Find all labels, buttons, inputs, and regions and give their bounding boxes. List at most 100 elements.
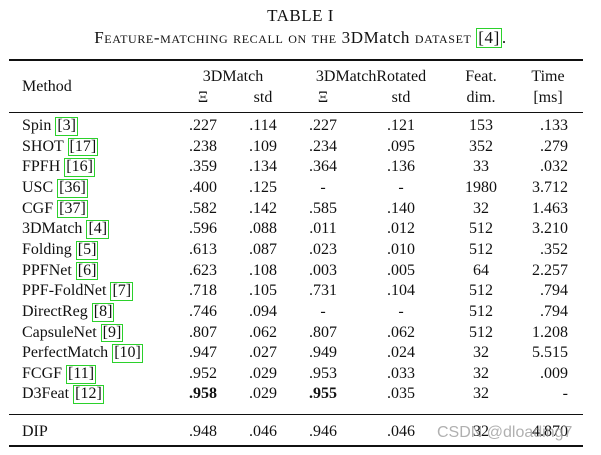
caption-end: . — [501, 28, 507, 47]
header-group-3dmatch: 3DMatch — [202, 68, 264, 85]
header-time-unit: [ms] — [533, 89, 563, 106]
header-dim: dim. — [466, 89, 496, 106]
cell-rotated-std: .012 — [387, 220, 415, 238]
cell-rotated-xi: .731 — [309, 282, 337, 300]
row-method: USC [36] — [22, 178, 88, 198]
cell-3dmatch-xi: .359 — [189, 158, 217, 176]
cell-time: .794 — [540, 282, 568, 300]
method-name: Folding — [22, 240, 72, 258]
cell-time: 2.257 — [532, 261, 568, 279]
cell-rotated-xi: .585 — [309, 199, 337, 217]
cell-feat-dim: 64 — [473, 261, 489, 279]
header-rotated-xi: Ξ — [317, 89, 329, 106]
citation-link[interactable]: [8] — [91, 302, 115, 322]
citation-link[interactable]: [3] — [55, 117, 78, 136]
cell-3dmatch-std: .114 — [249, 117, 277, 134]
citation-link[interactable]: [37] — [57, 199, 88, 219]
cell-feat-dim: 512 — [469, 282, 493, 300]
cell-3dmatch-xi: .623 — [189, 261, 217, 279]
table-label: TABLE I — [267, 6, 334, 25]
cell-feat-dim: 32 — [473, 344, 489, 362]
cell-rotated-xi: .955 — [309, 385, 337, 403]
cell-3dmatch-std: .062 — [249, 323, 277, 341]
cell-rotated-xi: .949 — [309, 344, 337, 362]
citation-link[interactable]: [4] — [86, 220, 110, 240]
header-method: Method — [22, 78, 72, 95]
cell-feat-dim: 352 — [469, 137, 493, 155]
cell-3dmatch-std: .087 — [249, 240, 277, 258]
cell-3dmatch-std: .142 — [249, 199, 277, 217]
row-method: FPFH [16] — [22, 157, 95, 178]
cell-rotated-std: .104 — [387, 282, 415, 300]
dip-rotated-std: .046 — [387, 423, 415, 440]
cell-3dmatch-xi: .582 — [189, 199, 217, 217]
cell-rotated-std: - — [398, 302, 404, 320]
cell-3dmatch-xi: .807 — [189, 323, 217, 341]
citation-link[interactable]: [16] — [64, 158, 95, 178]
bottom-rule — [9, 445, 583, 447]
cell-3dmatch-std: .088 — [249, 220, 277, 238]
citation-link[interactable]: [7] — [110, 282, 134, 301]
cell-feat-dim: 33 — [473, 158, 489, 176]
cell-feat-dim: 512 — [469, 323, 493, 341]
header-feat: Feat. — [465, 68, 497, 85]
dip-feat-dim: 32 — [473, 423, 489, 440]
row-method: SHOT [17] — [22, 137, 99, 157]
row-method: Folding [5] — [22, 240, 99, 260]
cell-time: 5.515 — [532, 344, 568, 362]
cell-rotated-std: .136 — [387, 158, 415, 176]
citation-link[interactable]: [12] — [73, 385, 104, 405]
cell-time: .279 — [540, 137, 568, 155]
header-3dmatch-std: std — [253, 89, 273, 106]
cell-3dmatch-std: .105 — [249, 282, 277, 300]
citation-link[interactable]: [6] — [75, 261, 99, 281]
row-method: Spin [3] — [22, 116, 78, 136]
header-rotated-std: std — [391, 89, 411, 106]
citation-link[interactable]: [10] — [112, 344, 143, 363]
dip-3dmatch-std: .046 — [249, 423, 277, 440]
cell-3dmatch-std: .027 — [249, 344, 277, 362]
top-rule — [9, 59, 583, 61]
citation-link[interactable]: [9] — [100, 323, 124, 343]
dip-rotated-xi: .946 — [309, 423, 337, 440]
cell-rotated-xi: .227 — [309, 117, 337, 134]
method-name: 3DMatch — [22, 220, 83, 238]
cell-3dmatch-xi: .613 — [189, 240, 217, 258]
cell-3dmatch-xi: .746 — [189, 302, 217, 320]
method-name: PPF-FoldNet — [22, 282, 107, 300]
citation-link[interactable]: [5] — [75, 240, 99, 260]
cell-time: .133 — [540, 117, 568, 134]
method-name: SHOT — [22, 137, 64, 155]
cell-time: .352 — [540, 240, 568, 258]
dip-method: DIP — [22, 423, 48, 440]
header-group-3dmatchrotated: 3DMatchRotated — [315, 68, 427, 85]
cell-feat-dim: 32 — [473, 364, 489, 382]
header-rule — [9, 112, 583, 113]
row-method: PPFNet [6] — [22, 261, 99, 281]
citation-link[interactable]: [17] — [67, 137, 99, 157]
cell-3dmatch-std: .029 — [249, 385, 277, 403]
caption-smallcaps: eature-matching recall on the — [104, 28, 342, 47]
cell-feat-dim: 1980 — [465, 178, 497, 196]
cell-time: 1.208 — [532, 323, 568, 341]
cell-3dmatch-std: .134 — [249, 158, 277, 176]
cell-3dmatch-xi: .718 — [189, 282, 217, 300]
method-name: FCGF — [22, 364, 63, 382]
row-method: PerfectMatch [10] — [22, 343, 143, 363]
cell-rotated-xi: .953 — [309, 364, 337, 382]
cell-rotated-xi: .364 — [309, 158, 337, 176]
row-method: FCGF [11] — [22, 364, 97, 384]
row-method: D3Feat [12] — [22, 384, 104, 405]
watermark: CSDN @dloading7 — [437, 424, 573, 441]
cell-3dmatch-xi: .958 — [189, 385, 217, 403]
cell-3dmatch-xi: .400 — [189, 178, 217, 196]
cell-3dmatch-std: .094 — [249, 302, 277, 320]
cell-time: .009 — [540, 364, 568, 382]
row-method: DirectReg [8] — [22, 302, 115, 322]
citation-link[interactable]: [11] — [66, 364, 97, 384]
citation-link[interactable]: [36] — [57, 178, 88, 198]
cell-feat-dim: 32 — [473, 385, 489, 403]
cell-rotated-xi: .023 — [309, 240, 337, 258]
caption-citation-link[interactable]: [4] — [476, 28, 502, 48]
row-method: PPF-FoldNet [7] — [22, 281, 134, 301]
